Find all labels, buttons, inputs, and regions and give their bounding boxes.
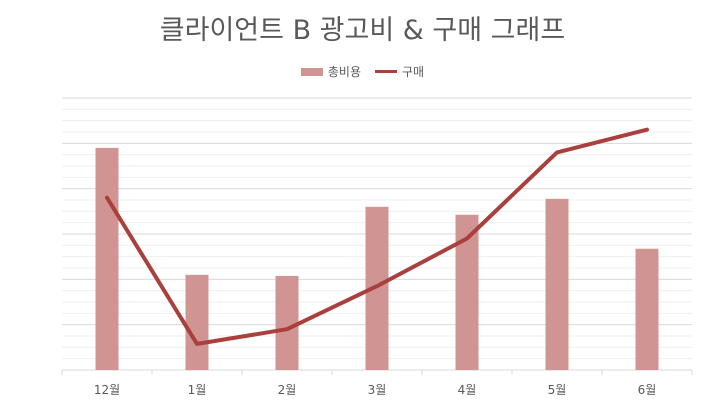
legend-label-bar: 총비용 <box>327 65 362 79</box>
legend-swatch-bar <box>300 67 323 76</box>
x-tick-label: 1월 <box>188 383 207 397</box>
x-tick-label: 5월 <box>548 383 567 397</box>
x-tick-label: 12월 <box>94 383 120 397</box>
legend-item-bar: 총비용 <box>300 63 362 80</box>
bar-2 <box>185 274 209 370</box>
legend-item-line: 구매 <box>375 63 424 80</box>
legend-label-line: 구매 <box>402 65 425 79</box>
bar-3 <box>275 275 299 370</box>
bar-1 <box>95 147 119 370</box>
x-tick-label: 6월 <box>638 383 657 397</box>
legend-swatch-line <box>375 70 398 73</box>
legend: 총비용 구매 <box>0 63 725 80</box>
x-tick-label: 4월 <box>458 383 477 397</box>
chart-title: 클라이언트 B 광고비 & 구매 그래프 <box>159 15 566 46</box>
x-tick-label: 3월 <box>368 383 387 397</box>
line-series-purchases <box>105 127 649 346</box>
x-tick-label: 2월 <box>278 383 297 397</box>
bar-4 <box>365 206 389 370</box>
bar-5 <box>455 214 479 370</box>
bar-7 <box>635 248 659 370</box>
bar-6 <box>545 198 569 370</box>
